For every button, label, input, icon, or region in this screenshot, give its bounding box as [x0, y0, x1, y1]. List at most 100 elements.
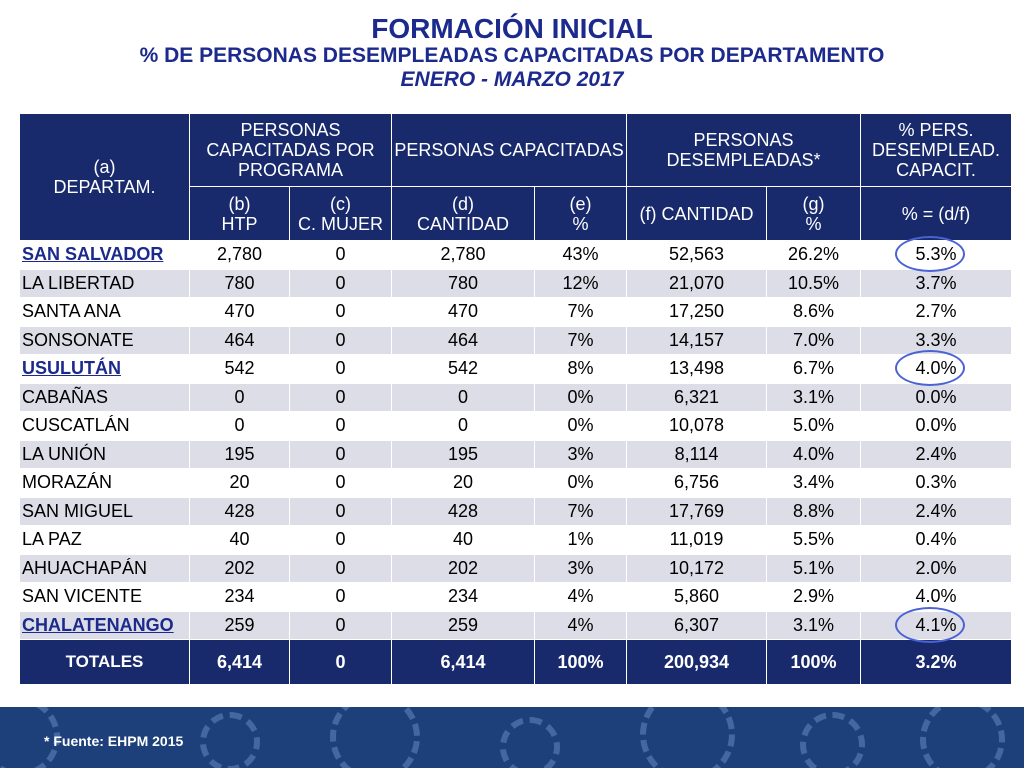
cell-e: 4%	[533, 582, 628, 612]
cell-h-value: 4.1%	[915, 614, 957, 635]
cell-c: 0	[289, 297, 392, 327]
cell-e: 12%	[533, 268, 628, 298]
cell-c: 0	[289, 411, 392, 441]
cell-f: 10,172	[626, 553, 768, 583]
cell-b: 470	[189, 297, 290, 327]
cell-c: 0	[289, 240, 392, 270]
cell-d: 0	[391, 411, 535, 441]
cell-f: 21,070	[626, 268, 768, 298]
cell-g: 7.0%	[766, 325, 862, 355]
totals-f: 200,934	[626, 639, 768, 685]
cell-c: 0	[289, 553, 392, 583]
cell-b: 780	[189, 268, 290, 298]
cell-c: 0	[289, 382, 392, 412]
table-row: SANTA ANA 470 0 470 7% 17,250 8.6% 2.7%	[19, 297, 1013, 327]
subheader-h: % = (d/f)	[860, 186, 1013, 241]
table-row: CUSCATLÁN 0 0 0 0% 10,078 5.0% 0.0%	[19, 411, 1013, 441]
cell-d: 202	[391, 553, 535, 583]
subheader-b: (b) HTP	[189, 186, 290, 241]
cell-f: 11,019	[626, 525, 768, 555]
cell-f: 8,114	[626, 439, 768, 469]
cell-c: 0	[289, 525, 392, 555]
totals-d: 6,414	[391, 639, 535, 685]
header-programa: PERSONAS CAPACITADAS POR PROGRAMA	[189, 113, 392, 187]
cell-f: 14,157	[626, 325, 768, 355]
gear-decoration	[920, 707, 1005, 768]
cell-c: 0	[289, 354, 392, 384]
cell-h: 4.1%	[860, 606, 1013, 643]
cell-dept: USULUTÁN	[19, 354, 190, 384]
subheader-d: (d) CANTIDAD	[391, 186, 535, 241]
cell-f: 17,250	[626, 297, 768, 327]
cell-d: 20	[391, 468, 535, 498]
table-body: SAN SALVADOR 2,780 0 2,780 43% 52,563 26.2% 5.3…	[19, 236, 1013, 643]
gear-decoration	[330, 707, 420, 768]
subheader-c: (c) C. MUJER	[289, 186, 392, 241]
cell-g: 2.9%	[766, 582, 862, 612]
source-note: * Fuente: EHPM 2015	[44, 733, 184, 749]
cell-e: 7%	[533, 496, 628, 526]
cell-h: 0.0%	[860, 382, 1013, 412]
cell-h: 0.0%	[860, 411, 1013, 441]
cell-h: 3.3%	[860, 325, 1013, 355]
subheader-e: (e) %	[533, 186, 628, 241]
table-row: SAN VICENTE 234 0 234 4% 5,860 2.9% 4.0%	[19, 582, 1013, 612]
gear-decoration	[0, 707, 60, 768]
table-row: SAN SALVADOR 2,780 0 2,780 43% 52,563 26.2% 5.3…	[19, 236, 1013, 272]
cell-b: 259	[189, 610, 290, 640]
cell-g: 8.8%	[766, 496, 862, 526]
cell-c: 0	[289, 268, 392, 298]
cell-dept: SAN MIGUEL	[19, 496, 190, 526]
cell-g: 8.6%	[766, 297, 862, 327]
cell-f: 13,498	[626, 354, 768, 384]
cell-g: 26.2%	[766, 240, 862, 270]
cell-f: 10,078	[626, 411, 768, 441]
cell-h: 4.0%	[860, 350, 1013, 386]
title-block: FORMACIÓN INICIAL % DE PERSONAS DESEMPLE…	[0, 14, 1024, 92]
header-desempleadas: PERSONAS DESEMPLEADAS*	[626, 113, 862, 187]
cell-dept: SAN VICENTE	[19, 582, 190, 612]
table-row: LA LIBERTAD 780 0 780 12% 21,070 10.5% 3.7%	[19, 268, 1013, 298]
cell-g: 3.1%	[766, 610, 862, 640]
cell-b: 20	[189, 468, 290, 498]
cell-c: 0	[289, 582, 392, 612]
cell-h-value: 5.3%	[915, 244, 957, 265]
cell-dept: LA PAZ	[19, 525, 190, 555]
cell-g: 5.1%	[766, 553, 862, 583]
cell-e: 0%	[533, 468, 628, 498]
cell-e: 3%	[533, 553, 628, 583]
table-row: USULUTÁN 542 0 542 8% 13,498 6.7% 4.0%	[19, 350, 1013, 386]
cell-e: 8%	[533, 354, 628, 384]
cell-h: 2.4%	[860, 439, 1013, 469]
cell-b: 195	[189, 439, 290, 469]
cell-dept: LA LIBERTAD	[19, 268, 190, 298]
table-row: CABAÑAS 0 0 0 0% 6,321 3.1% 0.0%	[19, 382, 1013, 412]
data-table: (a) DEPARTAM. PERSONAS CAPACITADAS POR P…	[19, 113, 1013, 685]
gear-decoration	[640, 707, 735, 768]
cell-f: 17,769	[626, 496, 768, 526]
page-period: ENERO - MARZO 2017	[400, 68, 624, 91]
cell-g: 6.7%	[766, 354, 862, 384]
page-title: FORMACIÓN INICIAL	[371, 13, 653, 44]
cell-dept: CUSCATLÁN	[19, 411, 190, 441]
cell-f: 6,307	[626, 610, 768, 640]
cell-f: 5,860	[626, 582, 768, 612]
cell-d: 195	[391, 439, 535, 469]
cell-b: 40	[189, 525, 290, 555]
cell-e: 7%	[533, 325, 628, 355]
footer-band	[0, 707, 1024, 768]
cell-c: 0	[289, 439, 392, 469]
cell-d: 2,780	[391, 240, 535, 270]
cell-b: 542	[189, 354, 290, 384]
cell-g: 10.5%	[766, 268, 862, 298]
totals-e: 100%	[533, 639, 628, 685]
cell-g: 5.0%	[766, 411, 862, 441]
gear-decoration	[800, 712, 865, 768]
totals-row: TOTALES 6,414 0 6,414 100% 200,934 100% …	[19, 639, 1013, 685]
cell-f: 6,321	[626, 382, 768, 412]
table-row: MORAZÁN 20 0 20 0% 6,756 3.4% 0.3%	[19, 468, 1013, 498]
cell-f: 6,756	[626, 468, 768, 498]
subheader-f: (f) CANTIDAD	[626, 186, 768, 241]
cell-d: 464	[391, 325, 535, 355]
cell-h: 0.4%	[860, 525, 1013, 555]
